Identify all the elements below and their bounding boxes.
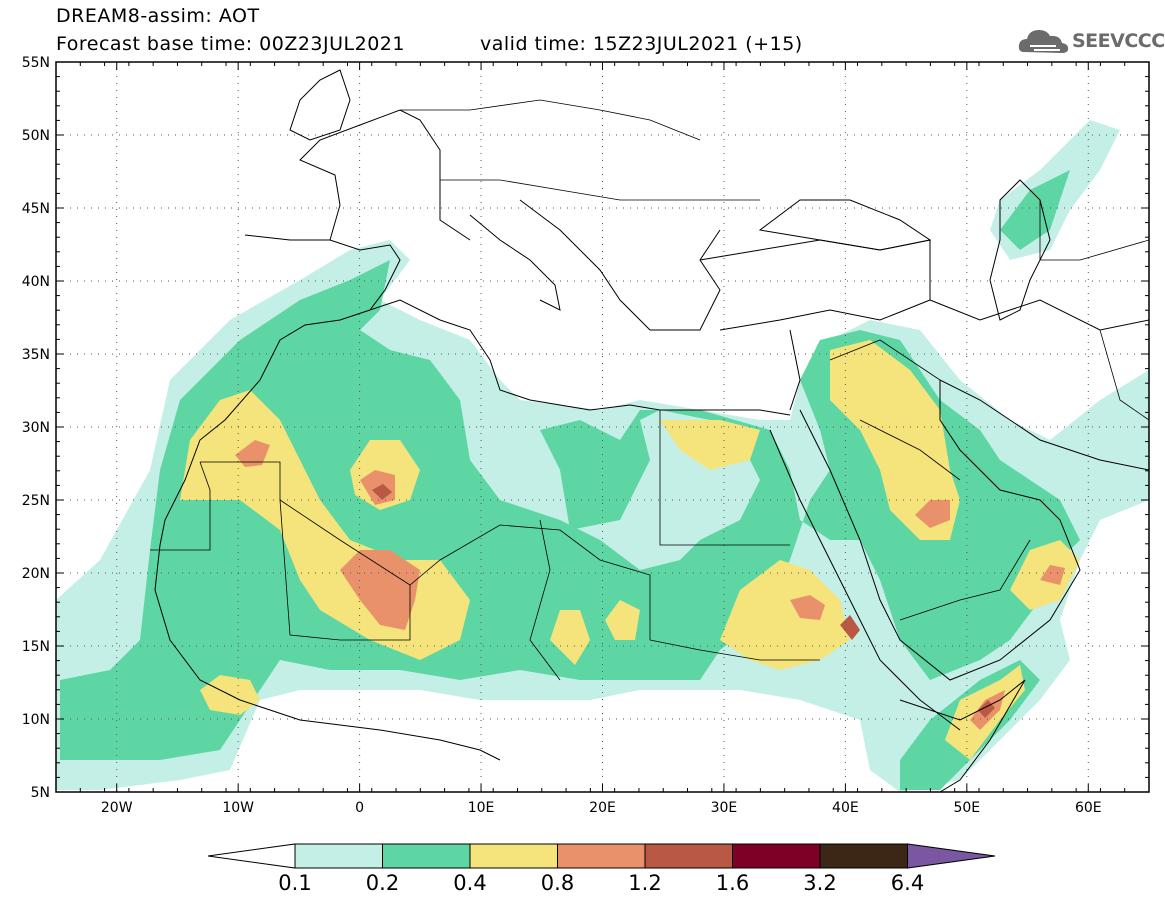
coastline-iberia (244, 234, 401, 311)
lon-label: 20W (101, 800, 133, 816)
logo-text: SEEVCCC (1072, 30, 1165, 52)
coastline-arabia (799, 380, 1081, 681)
colorbar-label: 0.4 (453, 871, 487, 895)
colorbar-label: 1.6 (715, 871, 750, 895)
colorbar-label: 0.8 (540, 871, 575, 895)
coastline-red-sea (769, 429, 961, 731)
aot-band-0-2 (60, 260, 1080, 760)
lat-label: 10N (22, 712, 50, 728)
aot-band-0-8 (790, 595, 825, 620)
lon-label: 50E (953, 800, 980, 816)
aot-band-0-4 (720, 560, 850, 670)
colorbar-label: 0.2 (365, 871, 400, 895)
coastline-black-sea (758, 199, 932, 251)
border (1039, 200, 1149, 261)
colorbar-segment (382, 843, 471, 869)
colorbar-segment (557, 843, 646, 869)
lat-label: 20N (22, 566, 50, 582)
border (899, 539, 1031, 621)
colorbar-over-triangle (907, 843, 996, 869)
colorbar-label: 3.2 (803, 871, 837, 895)
colorbar-label: 0.1 (278, 871, 312, 895)
coastline-balkans (519, 199, 721, 331)
aot-band-0-8 (915, 500, 950, 528)
aot-band-0-8 (340, 550, 420, 630)
coastline-east-arabia (939, 379, 1149, 471)
lat-label: 25N (22, 493, 50, 509)
colorbar-segment (819, 843, 908, 869)
border (279, 499, 411, 641)
coastline-west-africa (159, 299, 791, 546)
forecast-base-time: Forecast base time: 00Z23JUL2021 (56, 33, 405, 55)
coastline-iran (929, 299, 1149, 331)
colorbar-segment (644, 843, 733, 869)
lat-label: 55N (22, 55, 50, 71)
lon-label: 30E (711, 800, 738, 816)
lat-label: 30N (22, 420, 50, 436)
seevccc-logo: SEEVCCC (1016, 22, 1165, 62)
lat-label: 35N (22, 347, 50, 363)
coastline-horn-africa (899, 679, 1026, 792)
aot-band-0-4 (605, 600, 640, 640)
colorbar-label: 1.2 (628, 871, 662, 895)
latitude-labels: 55N 50N 45N 40N 35N 30N 25N 20N 15N 10N 5N (22, 55, 50, 801)
country-borders (150, 99, 1149, 681)
border (649, 639, 820, 661)
axis-ticks (55, 61, 1150, 793)
aot-band-1-2 (372, 484, 392, 500)
aot-band-0-8 (1040, 565, 1065, 585)
border (150, 461, 211, 551)
lat-label: 50N (22, 128, 50, 144)
lon-label: 40E (832, 800, 859, 816)
longitude-labels: 20W 10W 0 10E 20E 30E 40E 50E 60E (101, 800, 1102, 816)
aot-band-0-4 (830, 340, 960, 540)
border (659, 410, 790, 546)
colorbar-label: 6.4 (890, 871, 925, 895)
aot-band-0-2 (1000, 170, 1070, 250)
lon-label: 20E (589, 800, 616, 816)
aot-band-0-8 (235, 440, 270, 467)
coastline-uk (289, 69, 351, 141)
colorbar-segment (294, 843, 383, 869)
aot-field (56, 120, 1149, 792)
border (1099, 329, 1149, 421)
map-grid (56, 62, 1149, 792)
colorbar (207, 843, 996, 869)
valid-time: valid time: 15Z23JUL2021 (+15) (480, 33, 803, 55)
border (529, 519, 561, 681)
aot-band-1-2 (840, 615, 860, 640)
coastline-turkey (699, 239, 931, 331)
coastline-levant (789, 329, 801, 411)
border (200, 461, 651, 640)
lat-label: 15N (22, 639, 50, 655)
coastlines (154, 69, 1149, 792)
colorbar-segment (469, 843, 558, 869)
colorbar-segment (732, 843, 821, 869)
aot-band-0-4 (550, 610, 590, 665)
coastline-caspian (989, 179, 1051, 321)
border (859, 419, 961, 481)
cloud-icon (1018, 30, 1069, 53)
aot-band-0-4 (660, 420, 760, 470)
lat-label: 45N (22, 201, 50, 217)
lat-label: 40N (22, 274, 50, 290)
colorbar-under-triangle (207, 843, 296, 869)
lon-label: 0 (355, 800, 364, 816)
border (400, 99, 701, 141)
map-title: DREAM8-assim: AOT (56, 5, 260, 27)
lat-label: 5N (31, 785, 50, 801)
coastline-france (299, 109, 471, 241)
border (829, 339, 941, 381)
lon-label: 60E (1075, 800, 1102, 816)
coastline-gulf-guinea (154, 544, 501, 761)
border (440, 179, 760, 201)
lon-label: 10E (468, 800, 495, 816)
coastline-italy (469, 214, 561, 311)
lon-label: 10W (222, 800, 254, 816)
